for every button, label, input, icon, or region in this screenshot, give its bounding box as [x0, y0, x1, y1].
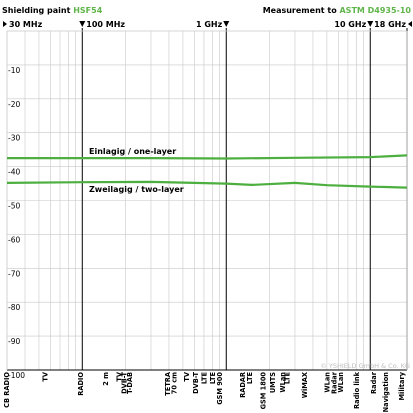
series-lines	[6, 154, 408, 189]
band-label: Radio link	[353, 371, 361, 409]
band-label: T-DAB	[126, 372, 134, 394]
freq-label: 100 MHz	[86, 20, 125, 29]
marker-arrow-right-icon	[3, 21, 7, 27]
y-tick-label: -90	[8, 337, 20, 346]
band-label: 70 cm	[171, 372, 179, 394]
marker-arrow-down-icon	[223, 21, 230, 27]
grid	[6, 28, 408, 371]
series-line	[6, 180, 408, 189]
marker-arrow-down-icon	[79, 21, 86, 27]
freq-label: 1 GHz	[196, 20, 223, 29]
band-label: UMTS	[269, 372, 277, 393]
header-left-title: Shielding paint HSF54	[2, 6, 103, 15]
band-label: Navigation	[382, 372, 390, 413]
band-label: Military	[398, 371, 406, 400]
band-label: LTE	[246, 372, 254, 385]
y-tick-label: -70	[8, 269, 20, 278]
band-label: RADIO	[77, 372, 85, 396]
band-label: WLan	[337, 372, 345, 393]
marker-arrow-down-icon	[367, 21, 374, 27]
band-label: TV	[183, 371, 191, 381]
series-label: Zweilagig / two-layer	[89, 185, 184, 194]
y-tick-label: -50	[8, 202, 20, 211]
band-label: DVB-T	[121, 372, 129, 394]
band-label: TV	[116, 371, 124, 381]
frequency-axis: 30 MHz 100 MHz 1 GHz 10 GHz 18 GHz	[3, 20, 412, 29]
copyright-notice: © YSHIELD GmbH & Co. KG	[320, 362, 410, 370]
band-label: LTE	[201, 372, 209, 385]
y-axis-ticks: -10 -20 -30 -40 -50 -60 -70 -80 -90 -100	[8, 66, 25, 380]
y-tick-label: -20	[8, 100, 20, 109]
y-tick-label: -80	[8, 303, 20, 312]
series-label: Einlagig / one-layer	[89, 147, 176, 156]
series-labels: Einlagig / one-layer Zweilagig / two-laye…	[89, 147, 184, 194]
band-label: TETRA	[164, 371, 172, 396]
band-label: TV	[41, 371, 49, 381]
header: Shielding paint HSF54 Measurement to AST…	[2, 6, 411, 15]
band-label: CB RADIO	[3, 372, 11, 408]
y-tick-label: -40	[8, 168, 20, 177]
y-tick-label: -100	[8, 371, 25, 380]
y-tick-label: -60	[8, 235, 20, 244]
band-label: LTE	[284, 372, 292, 385]
band-label: Radar	[370, 371, 378, 394]
band-label: WLan	[279, 372, 287, 393]
y-tick-label: -30	[8, 134, 20, 143]
marker-arrow-left-icon	[408, 21, 412, 27]
freq-label: 30 MHz	[9, 20, 43, 29]
freq-label: 10 GHz	[334, 20, 366, 29]
band-label: GSM 1800	[260, 372, 268, 410]
series-line	[7, 154, 408, 160]
y-tick-label: -10	[8, 66, 20, 75]
band-label: WLan	[323, 372, 331, 393]
band-label: GSM 900	[216, 372, 224, 405]
band-label: DVB-T	[192, 372, 200, 394]
freq-label: 18 GHz	[374, 20, 406, 29]
band-label: 2 m	[102, 372, 110, 386]
header-right-title: Measurement to ASTM D4935-10	[263, 6, 412, 15]
band-label: RADAR	[239, 372, 247, 398]
band-label: Radar	[331, 371, 339, 394]
band-label: WiMAX	[301, 372, 309, 398]
band-label: LTE	[209, 372, 217, 385]
